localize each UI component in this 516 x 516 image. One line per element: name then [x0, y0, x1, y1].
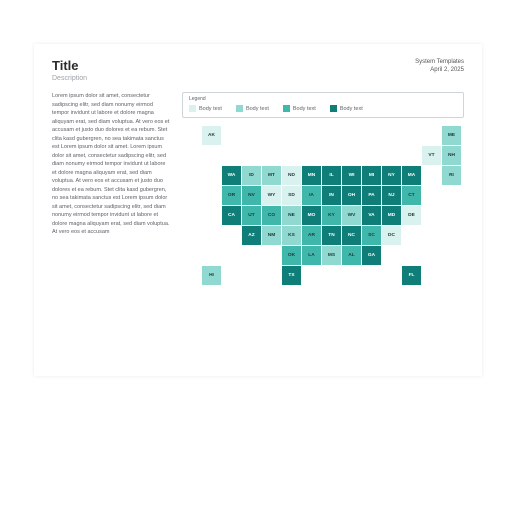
meta-templates: System Templates	[415, 58, 464, 66]
legend-item: Body text	[189, 105, 222, 112]
state-tile-wa: WA	[222, 166, 241, 185]
state-tile-tn: TN	[322, 226, 341, 245]
legend-item: Body text	[283, 105, 316, 112]
state-tile-ia: IA	[302, 186, 321, 205]
body-paragraph: Lorem ipsum dolor sit amet, consectetur …	[52, 92, 170, 237]
legend-items: Body text Body text Body text Body text	[189, 105, 457, 112]
state-tile-ak: AK	[202, 126, 221, 145]
header-left: Title Description	[52, 58, 87, 82]
state-tile-hi: HI	[202, 266, 221, 285]
header: Title Description System Templates April…	[52, 58, 464, 82]
state-tile-mt: MT	[262, 166, 281, 185]
legend-label: Body text	[293, 106, 316, 112]
state-tile-ne: NE	[282, 206, 301, 225]
state-tile-ct: CT	[402, 186, 421, 205]
legend-label: Body text	[340, 106, 363, 112]
legend: Legend Body textBody textBody textBody t…	[182, 92, 464, 118]
state-tile-nd: ND	[282, 166, 301, 185]
legend-label: Body text	[199, 106, 222, 112]
state-tile-nm: NM	[262, 226, 281, 245]
state-tile-nv: NV	[242, 186, 261, 205]
page-description: Description	[52, 75, 87, 82]
state-tile-dc: DC	[382, 226, 401, 245]
legend-swatch	[330, 105, 337, 112]
legend-label: Body text	[246, 106, 269, 112]
state-tile-md: MD	[382, 206, 401, 225]
state-tile-de: DE	[402, 206, 421, 225]
state-tile-ga: GA	[362, 246, 381, 265]
state-tile-in: IN	[322, 186, 341, 205]
state-tile-pa: PA	[362, 186, 381, 205]
state-tile-wv: WV	[342, 206, 361, 225]
state-tile-ri: RI	[442, 166, 461, 185]
state-tile-ca: CA	[222, 206, 241, 225]
state-tile-ky: KY	[322, 206, 341, 225]
legend-item: Body text	[330, 105, 363, 112]
state-tile-ok: OK	[282, 246, 301, 265]
state-tile-la: LA	[302, 246, 321, 265]
body: Lorem ipsum dolor sit amet, consectetur …	[52, 92, 464, 237]
state-tile-mn: MN	[302, 166, 321, 185]
state-tile-sd: SD	[282, 186, 301, 205]
legend-swatch	[189, 105, 196, 112]
state-tile-me: ME	[442, 126, 461, 145]
legend-title: Legend	[189, 96, 457, 102]
right-column: Legend Body textBody textBody textBody t…	[182, 92, 464, 237]
state-tile-al: AL	[342, 246, 361, 265]
state-tile-tx: TX	[282, 266, 301, 285]
header-meta: System Templates April 2, 2025	[415, 58, 464, 75]
state-tile-mi: MI	[362, 166, 381, 185]
state-tile-ms: MS	[322, 246, 341, 265]
state-tile-sc: SC	[362, 226, 381, 245]
legend-swatch	[236, 105, 243, 112]
legend-item: Body text	[236, 105, 269, 112]
state-tile-mo: MO	[302, 206, 321, 225]
tile-map: AK MEVTNH WAIDMTNDMNILWIMINYMA RI ORNVWYSDIA…	[182, 126, 464, 237]
state-tile-or: OR	[222, 186, 241, 205]
state-tile-id: ID	[242, 166, 261, 185]
page: Title Description System Templates April…	[34, 44, 482, 376]
state-tile-ut: UT	[242, 206, 261, 225]
state-tile-nj: NJ	[382, 186, 401, 205]
state-tile-nc: NC	[342, 226, 361, 245]
state-tile-co: CO	[262, 206, 281, 225]
state-tile-wy: WY	[262, 186, 281, 205]
state-tile-az: AZ	[242, 226, 261, 245]
state-tile-ma: MA	[402, 166, 421, 185]
state-tile-vt: VT	[422, 146, 441, 165]
meta-date: April 2, 2025	[415, 66, 464, 74]
state-tile-il: IL	[322, 166, 341, 185]
state-tile-fl: FL	[402, 266, 421, 285]
page-title: Title	[52, 58, 87, 73]
state-tile-ny: NY	[382, 166, 401, 185]
legend-swatch	[283, 105, 290, 112]
state-tile-wi: WI	[342, 166, 361, 185]
state-tile-oh: OH	[342, 186, 361, 205]
state-tile-va: VA	[362, 206, 381, 225]
state-tile-ks: KS	[282, 226, 301, 245]
state-tile-nh: NH	[442, 146, 461, 165]
state-tile-ar: AR	[302, 226, 321, 245]
